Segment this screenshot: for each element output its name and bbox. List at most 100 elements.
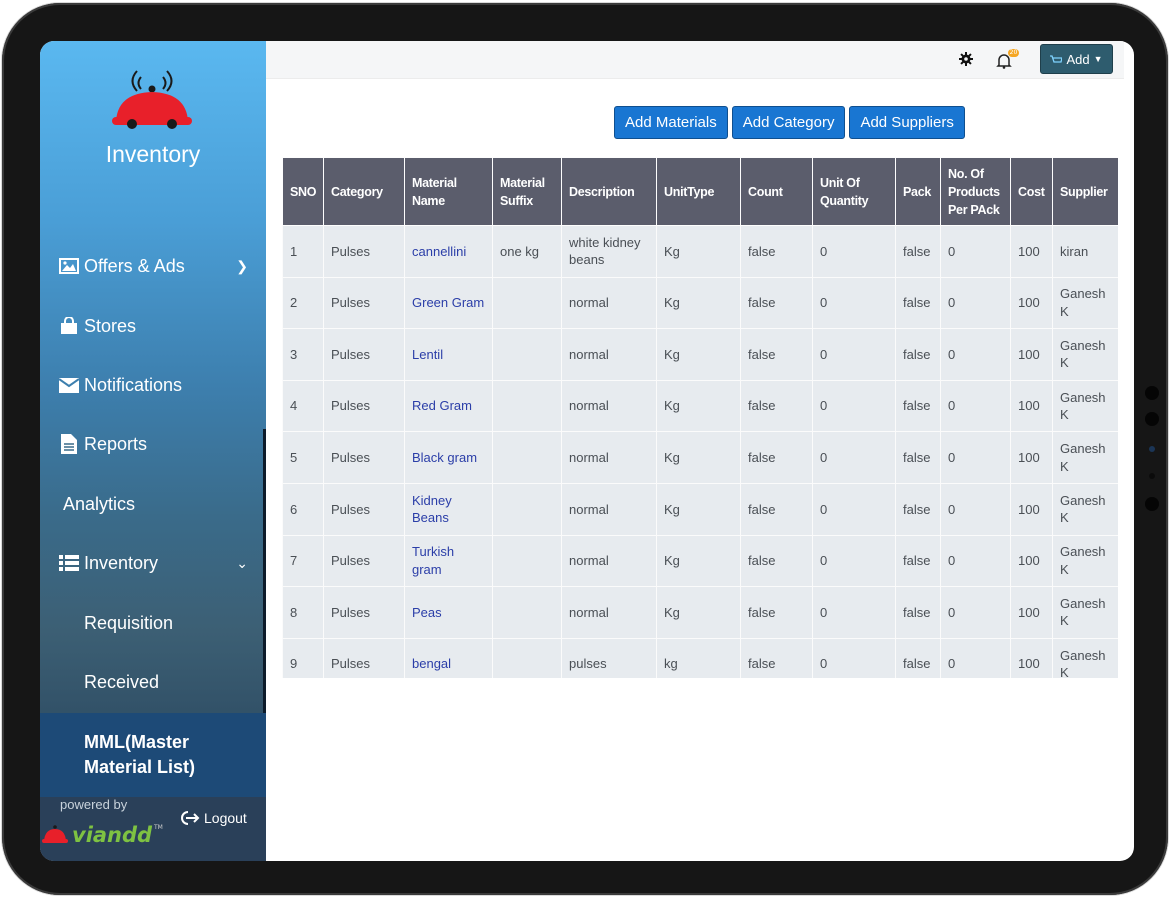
sensor-dot	[1145, 412, 1159, 426]
sidebar-item-label: Analytics	[63, 493, 136, 514]
table-row[interactable]: 8 Pulses Peas normal Kg false 0 false 0 100 Ganesh…	[282, 586, 1118, 639]
column-header: Material Suffix	[492, 157, 562, 226]
add-dropdown-button[interactable]: Add ▼	[1040, 44, 1113, 74]
material-name-link[interactable]: Red Gram	[404, 379, 493, 433]
table-cell: Ganesh K	[1052, 586, 1118, 639]
sidebar-item-reports[interactable]: Reports	[40, 424, 266, 464]
topbar: 20 Add ▼	[266, 41, 1124, 79]
chevron-right-icon: ❯	[236, 257, 248, 274]
table-cell	[492, 534, 562, 588]
add-category-button[interactable]: Add Category	[731, 106, 846, 139]
table-row[interactable]: 1 Pulses cannellini one kg white kidney bean…	[282, 225, 1118, 278]
sidebar-footer	[40, 797, 266, 861]
camera-dot	[1149, 446, 1155, 452]
table-row[interactable]: 6 Pulses Kidney Beans normal Kg false 0 false 0 1…	[282, 482, 1118, 536]
column-header: Supplier	[1052, 157, 1118, 226]
sidebar-item-stores[interactable]: Stores	[40, 306, 266, 346]
sidebar-item-mml[interactable]: MML(Master Material List)	[40, 713, 266, 797]
table-cell: Kg	[656, 379, 741, 433]
sensor-dot	[1145, 386, 1159, 400]
table-cell: normal	[561, 586, 657, 639]
table-cell: Ganesh K	[1052, 276, 1118, 330]
table-cell: 8	[282, 586, 324, 639]
table-cell: Ganesh K	[1052, 482, 1118, 536]
table-cell: one kg	[492, 225, 562, 278]
sidebar-item-label: Stores	[84, 315, 137, 336]
table-cell: false	[740, 225, 813, 278]
column-header: Category	[323, 157, 405, 226]
table-cell: Ganesh K	[1052, 637, 1118, 678]
logout-label: Logout	[204, 810, 247, 826]
table-cell: 100	[1010, 586, 1053, 639]
table-cell: 0	[812, 482, 896, 536]
powered-by-label: powered by	[60, 797, 128, 812]
table-cell: 100	[1010, 482, 1053, 536]
add-suppliers-button[interactable]: Add Suppliers	[849, 106, 965, 139]
table-cell: 100	[1010, 379, 1053, 433]
table-cell: kiran	[1052, 225, 1118, 278]
table-cell	[492, 379, 562, 433]
table-cell: 0	[940, 586, 1011, 639]
add-materials-button[interactable]: Add Materials	[614, 106, 728, 139]
sidebar-divider	[263, 429, 266, 801]
table-cell: Ganesh K	[1052, 431, 1118, 484]
table-cell: 5	[282, 431, 324, 484]
table-cell: Kg	[656, 586, 741, 639]
sidebar-item-notifications[interactable]: Notifications	[40, 365, 266, 405]
table-cell: 100	[1010, 431, 1053, 484]
table-cell: pulses	[561, 637, 657, 678]
sidebar-item-inventory[interactable]: Inventory ⌄	[40, 543, 266, 583]
material-name-link[interactable]: Turkish gram	[404, 534, 493, 588]
notification-bell[interactable]: 20	[996, 49, 1019, 70]
table-row[interactable]: 4 Pulses Red Gram normal Kg false 0 false 0 100 Ga…	[282, 379, 1118, 433]
column-header: SNO	[282, 157, 324, 226]
material-name-link[interactable]: Lentil	[404, 328, 493, 381]
table-cell	[492, 328, 562, 381]
table-cell: false	[740, 586, 813, 639]
table-row[interactable]: 5 Pulses Black gram normal Kg false 0 false 0 100…	[282, 431, 1118, 484]
sidebar-item-label: Inventory	[84, 552, 159, 573]
add-label: Add	[1066, 51, 1090, 67]
table-cell: Kg	[656, 328, 741, 381]
table-row[interactable]: 2 Pulses Green Gram normal Kg false 0 false 0 100…	[282, 276, 1118, 330]
table-cell: 0	[940, 379, 1011, 433]
table-cell: Pulses	[323, 431, 405, 484]
sidebar-item-received[interactable]: Received	[40, 662, 266, 702]
sidebar-item-offers-ads[interactable]: Offers & Ads ❯	[40, 246, 266, 286]
table-cell: Kg	[656, 482, 741, 536]
table-cell: false	[895, 637, 941, 678]
gear-icon[interactable]	[958, 51, 974, 67]
table-cell: 6	[282, 482, 324, 536]
cart-icon	[1050, 54, 1063, 63]
sidebar-item-label: Requisition	[84, 612, 174, 633]
materials-table-container[interactable]: SNO Category Material Name Material Suffix D…	[282, 157, 1118, 678]
table-cell: 2	[282, 276, 324, 330]
svg-text:viandd: viandd	[72, 823, 153, 847]
sidebar-item-label: Received	[84, 671, 160, 692]
material-name-link[interactable]: Peas	[404, 586, 493, 639]
logout-button[interactable]: Logout	[180, 810, 247, 826]
table-cell: false	[895, 225, 941, 278]
table-cell	[492, 586, 562, 639]
table-cell: Ganesh K	[1052, 534, 1118, 588]
svg-text:TM: TM	[153, 824, 163, 831]
sidebar-item-analytics[interactable]: Analytics	[40, 484, 266, 524]
viandd-logo-icon: viandd TM	[42, 823, 163, 847]
material-name-link[interactable]: cannellini	[404, 225, 493, 278]
table-row[interactable]: 3 Pulses Lentil normal Kg false 0 false 0 100 Gane…	[282, 328, 1118, 381]
table-cell: Pulses	[323, 225, 405, 278]
column-header: UnitType	[656, 157, 741, 226]
table-cell: white kidney beans	[561, 225, 657, 278]
sidebar-item-label: Notifications	[84, 374, 183, 395]
material-name-link[interactable]: Black gram	[404, 431, 493, 484]
table-row[interactable]: 9 Pulses bengal pulses kg false 0 false 0 100 Gane…	[282, 637, 1118, 678]
table-cell: 100	[1010, 534, 1053, 588]
material-name-link[interactable]: Green Gram	[404, 276, 493, 330]
table-row[interactable]: 7 Pulses Turkish gram normal Kg false 0 false 0 1…	[282, 534, 1118, 588]
material-name-link[interactable]: bengal	[404, 637, 493, 678]
sidebar-item-requisition[interactable]: Requisition	[40, 603, 266, 643]
table-cell: false	[895, 328, 941, 381]
table-cell: false	[740, 482, 813, 536]
table-cell: false	[895, 379, 941, 433]
material-name-link[interactable]: Kidney Beans	[404, 482, 493, 536]
